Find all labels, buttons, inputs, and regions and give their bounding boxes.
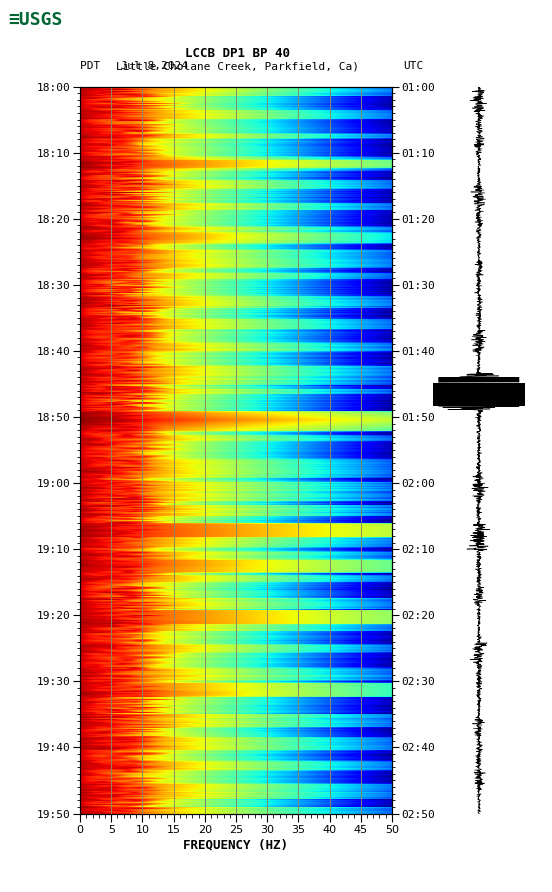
Text: UTC: UTC (403, 62, 423, 71)
Text: LCCB DP1 BP 40: LCCB DP1 BP 40 (185, 46, 290, 60)
Text: ≡USGS: ≡USGS (8, 11, 63, 29)
Bar (433, 384, 525, 407)
Text: PDT   Jul 8,2024: PDT Jul 8,2024 (80, 62, 188, 71)
X-axis label: FREQUENCY (HZ): FREQUENCY (HZ) (183, 838, 289, 852)
Text: Little Cholane Creek, Parkfield, Ca): Little Cholane Creek, Parkfield, Ca) (116, 62, 359, 71)
